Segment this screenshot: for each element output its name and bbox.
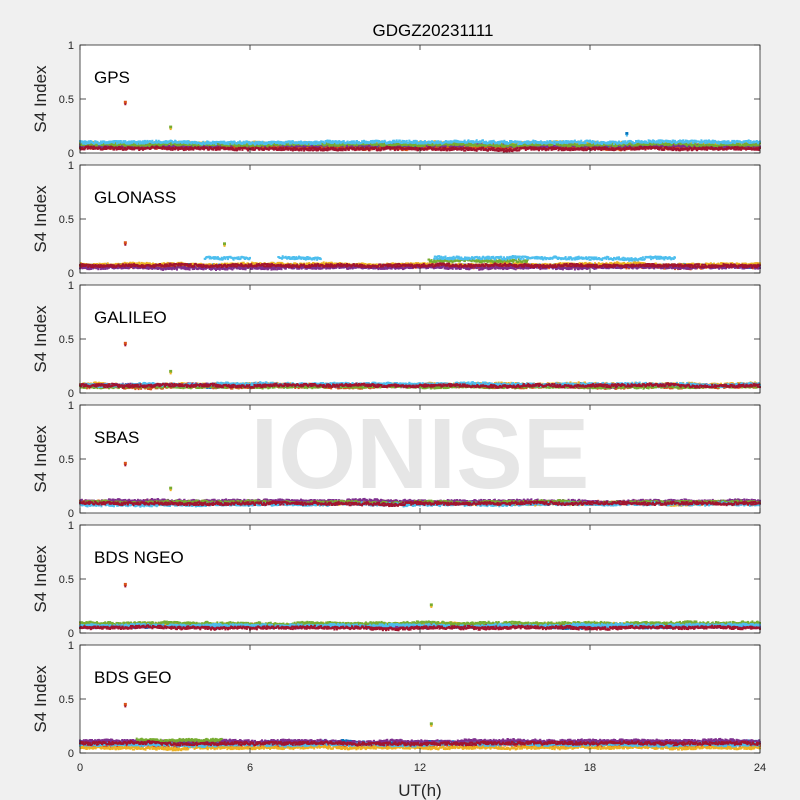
data-point (434, 145, 437, 148)
data-point (328, 146, 331, 149)
data-point (272, 145, 275, 148)
data-point (675, 146, 678, 149)
data-point (431, 146, 433, 149)
data-point (246, 145, 249, 148)
data-point (405, 149, 408, 152)
data-point (233, 146, 236, 149)
data-point (500, 146, 503, 149)
data-point (475, 146, 477, 149)
data-point (633, 145, 636, 148)
plot-area (80, 45, 760, 153)
data-point (320, 146, 323, 149)
data-point (678, 147, 681, 150)
data-point (618, 149, 621, 152)
data-point (486, 146, 489, 149)
data-point (425, 146, 428, 149)
data-point (409, 142, 412, 145)
data-point (235, 146, 238, 149)
data-point (571, 146, 574, 149)
data-point (473, 146, 476, 148)
data-point (346, 145, 348, 148)
data-point (479, 145, 482, 148)
data-point (613, 146, 616, 149)
data-point (488, 146, 491, 149)
data-point (510, 147, 513, 150)
figure-title: GDGZ20231111 (373, 21, 494, 40)
data-point (347, 146, 350, 148)
data-point (155, 147, 158, 150)
data-point (321, 146, 324, 149)
data-point (281, 146, 284, 149)
data-point (261, 146, 264, 149)
data-point (447, 145, 450, 148)
data-point (590, 146, 593, 149)
data-point (506, 147, 509, 150)
data-point (499, 146, 501, 149)
data-point (232, 146, 235, 149)
data-point (288, 146, 291, 149)
data-point (436, 146, 438, 149)
data-point (274, 145, 277, 148)
